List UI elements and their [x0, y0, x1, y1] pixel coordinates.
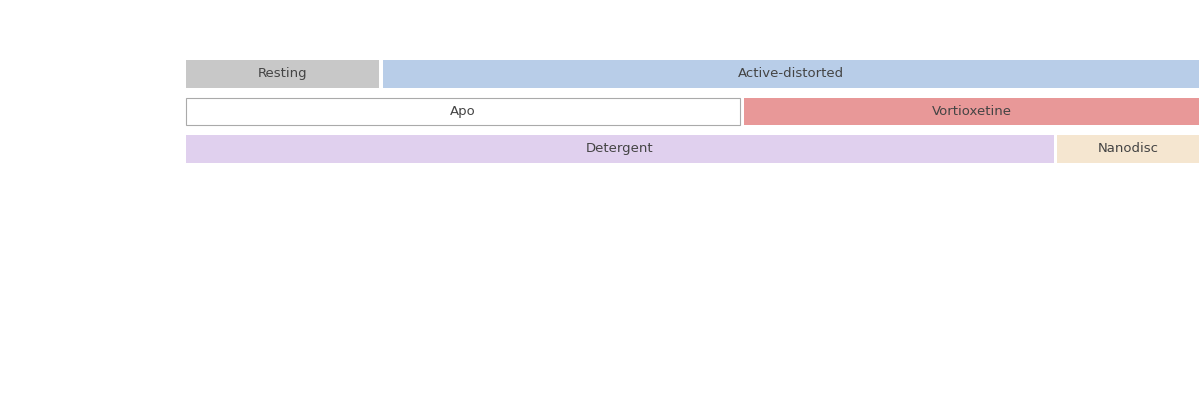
Bar: [186, 98, 740, 125]
Text: Nanodisc: Nanodisc: [1098, 142, 1158, 155]
Bar: [1057, 135, 1199, 163]
Text: Apo: Apo: [450, 105, 476, 118]
Text: Active-distorted: Active-distorted: [738, 67, 844, 80]
Bar: [186, 135, 1054, 163]
Text: Resting: Resting: [258, 67, 307, 80]
Bar: [383, 60, 1199, 88]
Bar: [744, 98, 1199, 125]
Text: Detergent: Detergent: [586, 142, 654, 155]
Bar: [186, 60, 379, 88]
Text: Vortioxetine: Vortioxetine: [931, 105, 1012, 118]
